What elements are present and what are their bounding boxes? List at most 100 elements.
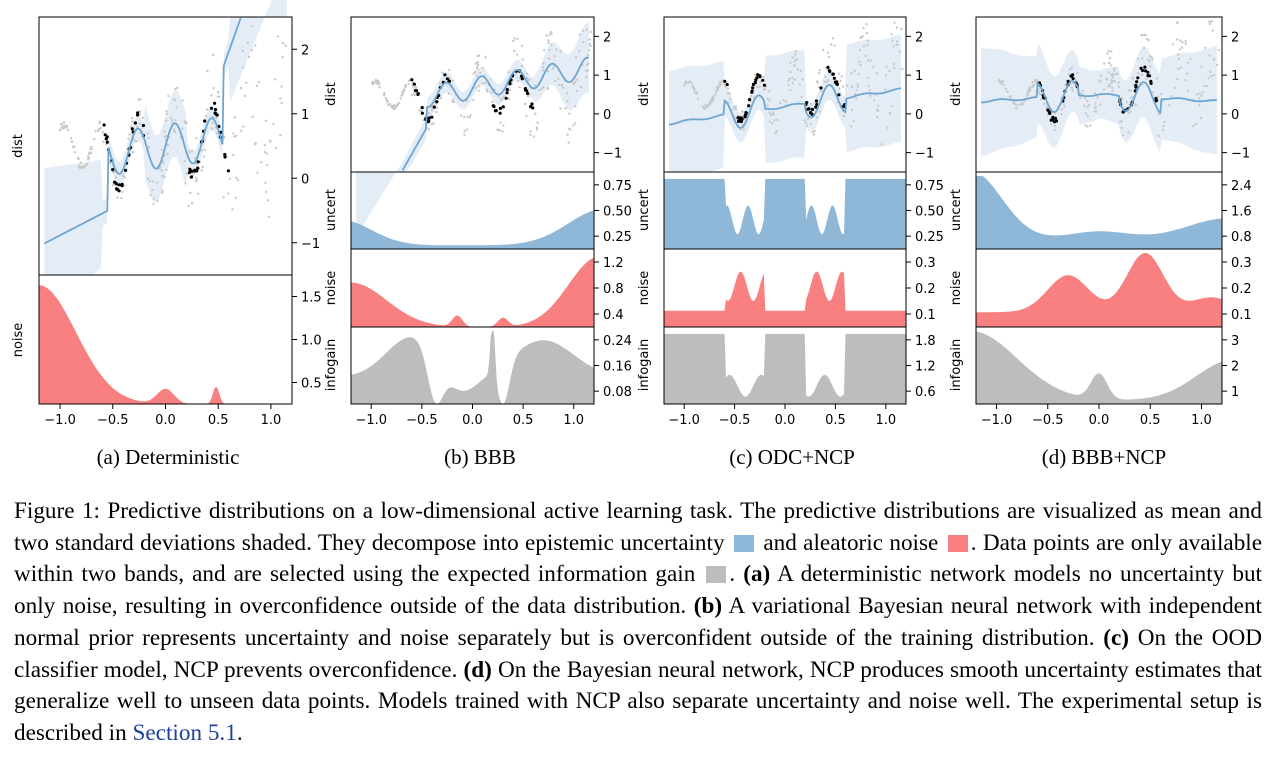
selected-point xyxy=(190,169,194,173)
data-point xyxy=(551,67,555,70)
data-point xyxy=(87,156,91,159)
data-point xyxy=(880,143,883,146)
data-point xyxy=(73,151,77,154)
data-point xyxy=(430,108,434,112)
data-point xyxy=(755,85,759,89)
data-point xyxy=(855,97,858,101)
data-point xyxy=(1086,114,1090,118)
selected-point xyxy=(814,105,818,109)
data-point xyxy=(895,43,898,46)
data-point xyxy=(1170,95,1173,98)
data-point xyxy=(1125,100,1129,104)
data-point xyxy=(174,99,177,102)
data-point xyxy=(187,204,190,208)
selected-point xyxy=(498,111,502,115)
data-point xyxy=(89,152,92,155)
infogain-axis-label: infogain xyxy=(949,339,964,391)
noise-swatch xyxy=(947,534,968,552)
data-point xyxy=(831,37,835,40)
data-point xyxy=(1131,76,1135,80)
data-point xyxy=(806,117,810,121)
selected-point xyxy=(504,96,508,100)
noise-tick-label: 0.5 xyxy=(301,377,322,392)
data-point xyxy=(833,44,836,47)
data-point xyxy=(850,85,854,88)
data-point xyxy=(536,121,539,125)
data-point xyxy=(557,77,560,81)
noise-axis-label: noise xyxy=(949,271,964,306)
data-point xyxy=(430,122,434,126)
data-point xyxy=(279,133,282,137)
data-point xyxy=(65,125,69,128)
dist-tick-label: 2 xyxy=(603,30,611,45)
data-point xyxy=(241,49,244,53)
data-point xyxy=(1176,53,1180,56)
data-point xyxy=(1173,86,1177,90)
selected-point xyxy=(828,69,832,74)
selected-point xyxy=(1149,81,1153,85)
selected-point xyxy=(723,79,727,83)
data-point xyxy=(1068,68,1072,71)
data-point xyxy=(769,113,773,117)
data-point xyxy=(1103,88,1106,91)
data-point xyxy=(507,71,510,74)
data-point xyxy=(147,136,150,140)
data-point xyxy=(1062,102,1066,106)
caption-text-a: A deterministic network models no uncert… xyxy=(14,561,1262,620)
data-point xyxy=(891,39,894,42)
data-point xyxy=(147,177,150,180)
data-point xyxy=(67,128,70,132)
data-point xyxy=(448,77,451,80)
data-point xyxy=(448,69,451,72)
data-point xyxy=(137,98,140,101)
x-tick-label: 0.5 xyxy=(513,413,534,428)
uncert-swatch xyxy=(733,534,754,552)
data-point xyxy=(723,83,727,86)
data-point xyxy=(1111,76,1114,79)
uncert-panel-area xyxy=(351,210,594,249)
data-point xyxy=(215,132,219,135)
std-band xyxy=(669,34,901,172)
section-link[interactable]: Section 5.1 xyxy=(132,719,237,746)
data-point xyxy=(152,197,156,200)
uncert-tick-label: 0.75 xyxy=(603,179,632,194)
data-point xyxy=(1084,112,1088,115)
uncert-tick-label: 0.50 xyxy=(915,205,944,220)
data-point xyxy=(254,44,257,47)
data-point xyxy=(1147,38,1150,42)
dist-tick-label: 0 xyxy=(915,108,923,123)
data-point xyxy=(816,80,819,83)
data-point xyxy=(1103,62,1106,65)
data-point xyxy=(1157,95,1160,98)
noise-panel-a-area xyxy=(39,285,292,404)
data-point xyxy=(529,130,532,133)
data-point xyxy=(138,122,142,126)
data-point xyxy=(1162,124,1165,128)
data-point xyxy=(1107,49,1111,53)
data-point xyxy=(1081,89,1084,92)
data-point xyxy=(1029,89,1032,92)
data-point xyxy=(862,26,865,30)
data-point xyxy=(166,143,170,147)
data-point xyxy=(1031,81,1034,84)
selected-point xyxy=(420,111,424,115)
selected-point xyxy=(834,81,838,85)
data-point xyxy=(818,110,822,113)
data-point xyxy=(414,86,418,89)
data-point xyxy=(435,106,439,110)
data-point xyxy=(205,108,209,111)
selected-point xyxy=(115,187,119,191)
data-point xyxy=(898,50,901,53)
data-point xyxy=(709,100,712,103)
data-point xyxy=(171,121,174,124)
x-tick-label: 0.0 xyxy=(1089,413,1110,428)
data-point xyxy=(772,113,775,116)
data-point xyxy=(793,60,796,63)
data-point xyxy=(90,145,93,149)
selected-point xyxy=(120,182,124,186)
data-point xyxy=(525,77,529,80)
data-point xyxy=(1049,123,1053,126)
dist-tick-label: −1 xyxy=(1231,147,1250,162)
selected-point xyxy=(1048,111,1052,115)
noise-panel-area xyxy=(351,257,594,327)
